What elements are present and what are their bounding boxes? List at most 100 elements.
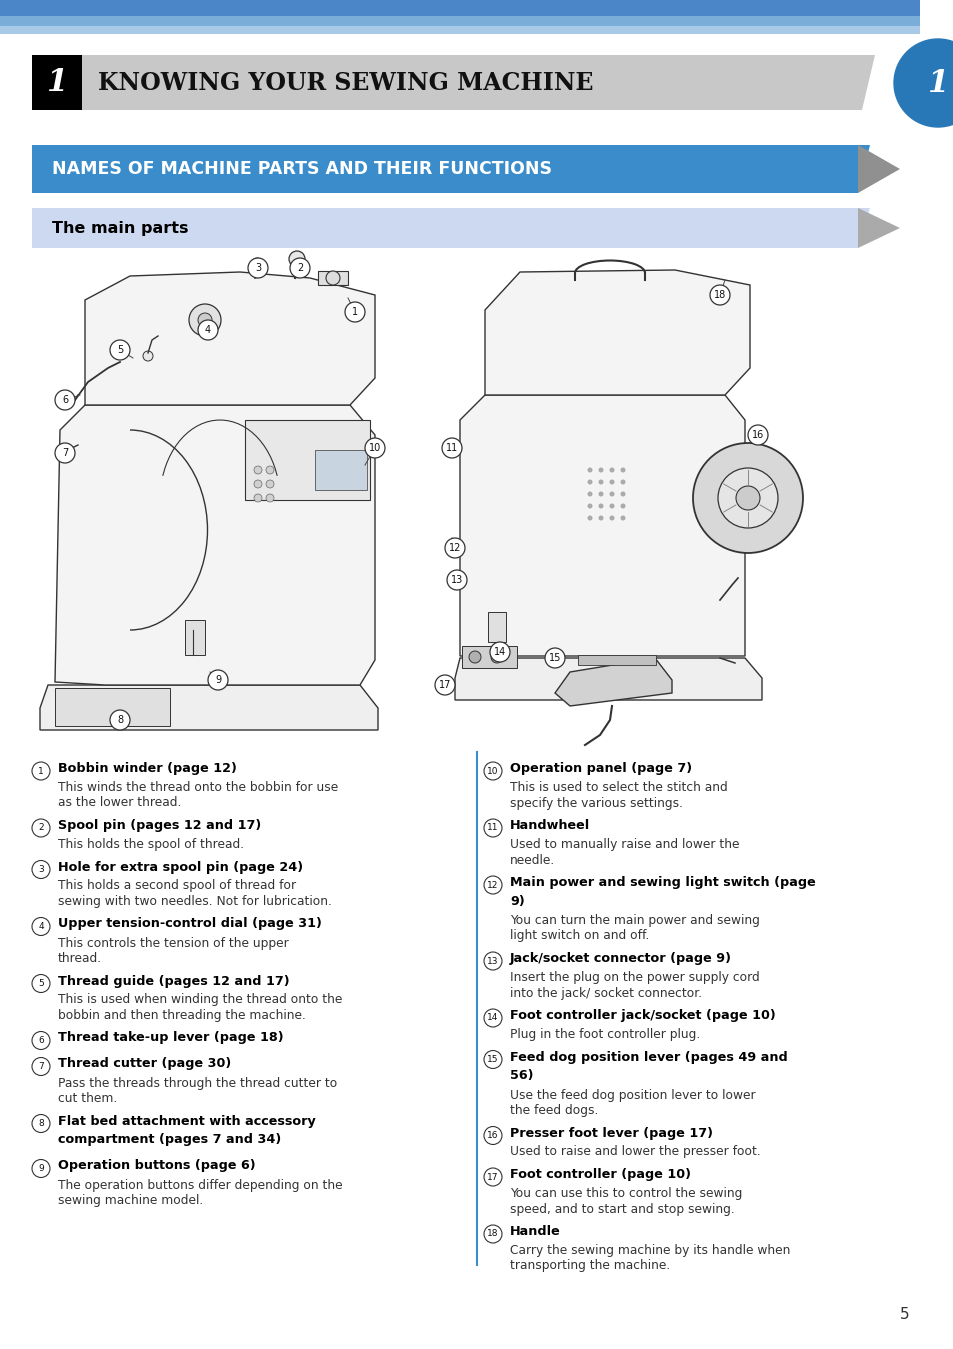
Text: This controls the tension of the upper: This controls the tension of the upper [58, 936, 289, 950]
Bar [488, 612, 505, 642]
Circle shape [747, 425, 767, 445]
Circle shape [598, 515, 603, 521]
Text: 13: 13 [451, 575, 462, 585]
Circle shape [32, 974, 50, 993]
Circle shape [718, 468, 778, 527]
Bar [0, 26, 919, 34]
Circle shape [587, 491, 592, 496]
Circle shape [598, 491, 603, 496]
Circle shape [32, 917, 50, 935]
Text: 15: 15 [548, 653, 560, 662]
Circle shape [709, 285, 729, 305]
Circle shape [32, 762, 50, 780]
Text: 4: 4 [38, 921, 44, 931]
Circle shape [483, 819, 501, 836]
Circle shape [609, 479, 614, 484]
Text: 12: 12 [448, 544, 460, 553]
Circle shape [619, 491, 625, 496]
Circle shape [619, 479, 625, 484]
Bar [0, 0, 919, 16]
Text: Use the feed dog position lever to lower: Use the feed dog position lever to lower [510, 1089, 755, 1102]
Circle shape [435, 674, 455, 695]
Circle shape [32, 1032, 50, 1050]
Text: Foot controller (page 10): Foot controller (page 10) [510, 1168, 690, 1180]
Text: NAMES OF MACHINE PARTS AND THEIR FUNCTIONS: NAMES OF MACHINE PARTS AND THEIR FUNCTIO… [52, 161, 552, 178]
Polygon shape [455, 658, 761, 700]
Circle shape [55, 442, 75, 463]
Text: Pass the threads through the thread cutter to: Pass the threads through the thread cutt… [58, 1077, 337, 1090]
Text: 10: 10 [369, 442, 381, 453]
Bar [461, 646, 517, 668]
Circle shape [345, 302, 365, 322]
Text: You can turn the main power and sewing: You can turn the main power and sewing [510, 915, 760, 927]
Text: 11: 11 [445, 442, 457, 453]
Bar [0, 16, 919, 26]
Circle shape [469, 652, 480, 662]
Circle shape [32, 1114, 50, 1133]
Text: Used to manually raise and lower the: Used to manually raise and lower the [510, 838, 739, 851]
Circle shape [609, 515, 614, 521]
Bar [317, 271, 348, 285]
Text: Spool pin (pages 12 and 17): Spool pin (pages 12 and 17) [58, 819, 261, 832]
Text: 2: 2 [296, 263, 303, 272]
Text: specify the various settings.: specify the various settings. [510, 796, 682, 809]
Text: Used to raise and lower the presser foot.: Used to raise and lower the presser foot… [510, 1145, 760, 1159]
Circle shape [365, 438, 385, 459]
Text: The main parts: The main parts [52, 220, 189, 236]
Circle shape [587, 479, 592, 484]
Circle shape [598, 468, 603, 472]
Text: 3: 3 [38, 865, 44, 874]
Circle shape [544, 648, 564, 668]
Circle shape [490, 642, 510, 662]
Polygon shape [32, 208, 869, 248]
Text: 1: 1 [352, 308, 357, 317]
Circle shape [619, 515, 625, 521]
Circle shape [32, 1160, 50, 1178]
Text: 1: 1 [47, 67, 68, 98]
Text: needle.: needle. [510, 854, 555, 866]
Text: 17: 17 [487, 1172, 498, 1182]
Text: 7: 7 [38, 1062, 44, 1071]
Circle shape [609, 468, 614, 472]
Circle shape [483, 876, 501, 894]
Circle shape [692, 442, 802, 553]
Text: 15: 15 [487, 1055, 498, 1064]
Text: 12: 12 [487, 881, 498, 889]
Bar [578, 656, 656, 665]
Text: 14: 14 [494, 648, 506, 657]
Text: 6: 6 [38, 1036, 44, 1045]
Text: as the lower thread.: as the lower thread. [58, 796, 181, 809]
Text: sewing machine model.: sewing machine model. [58, 1194, 203, 1207]
Text: 10: 10 [487, 766, 498, 776]
Polygon shape [484, 270, 749, 395]
Circle shape [253, 494, 262, 502]
Circle shape [253, 465, 262, 473]
Text: Operation panel (page 7): Operation panel (page 7) [510, 762, 691, 774]
Polygon shape [55, 405, 375, 685]
Text: 5: 5 [900, 1307, 909, 1322]
Text: 56): 56) [510, 1070, 533, 1082]
Circle shape [198, 313, 212, 326]
Text: 5: 5 [117, 345, 123, 355]
Circle shape [483, 762, 501, 780]
Text: 1: 1 [926, 67, 947, 98]
Circle shape [483, 1051, 501, 1068]
Circle shape [55, 390, 75, 410]
Text: 18: 18 [713, 290, 725, 299]
Text: 1: 1 [38, 766, 44, 776]
Text: This is used when winding the thread onto the: This is used when winding the thread ont… [58, 993, 342, 1006]
Circle shape [893, 39, 953, 127]
Bar [32, 55, 82, 111]
Circle shape [252, 258, 262, 268]
Text: Bobbin winder (page 12): Bobbin winder (page 12) [58, 762, 236, 774]
Circle shape [189, 304, 221, 336]
Circle shape [444, 538, 464, 558]
Polygon shape [85, 272, 375, 405]
Text: Operation buttons (page 6): Operation buttons (page 6) [58, 1160, 255, 1172]
Text: Feed dog position lever (pages 49 and: Feed dog position lever (pages 49 and [510, 1051, 787, 1063]
Text: 5: 5 [38, 979, 44, 987]
Text: compartment (pages 7 and 34): compartment (pages 7 and 34) [58, 1133, 281, 1147]
Circle shape [609, 491, 614, 496]
Bar [314, 451, 367, 490]
Text: 6: 6 [62, 395, 68, 405]
